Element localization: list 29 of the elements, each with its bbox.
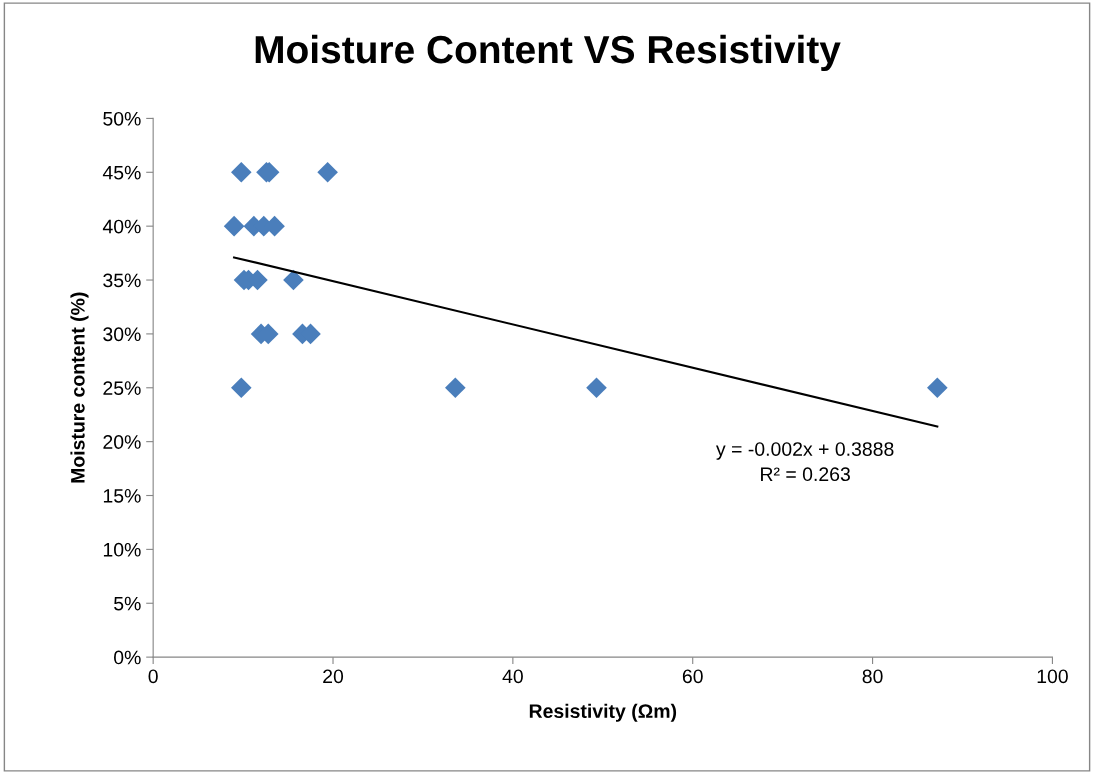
x-tick-label: 40	[502, 669, 523, 684]
y-tick-label: 30%	[103, 327, 141, 342]
y-tick-label: 15%	[103, 489, 141, 503]
y-tick-label: 5%	[114, 596, 141, 611]
point	[230, 161, 252, 183]
y-tick-label: 25%	[103, 381, 141, 396]
point	[317, 161, 338, 183]
x-tick-label: 60	[682, 669, 703, 684]
x-tick-label: 80	[862, 669, 883, 684]
y-tick-label: 50%	[103, 111, 141, 126]
y-tick-label: 20%	[103, 435, 141, 449]
point	[283, 269, 304, 291]
chart-title: Moisture Content VS Resistivity	[255, 34, 841, 72]
point	[223, 215, 245, 237]
annotation: y = -0.002x + 0.3888 R² = 0.263	[716, 442, 894, 482]
y-tick-label: 10%	[103, 542, 141, 557]
point	[586, 377, 607, 399]
y-tick-label: 45%	[102, 165, 141, 180]
y-tick-label: 35%	[103, 273, 141, 288]
point	[927, 377, 948, 399]
x-tick-label: 0	[148, 669, 158, 684]
point	[445, 377, 466, 399]
x-tick-label: 100	[1037, 669, 1068, 684]
y-tick-label: 40%	[102, 219, 141, 234]
point	[230, 377, 252, 399]
y-axis-title: Moisture content (%)	[70, 292, 89, 483]
y-tick-label: 0%	[114, 650, 141, 665]
x-axis-title: Resistivity (Ωm)	[529, 703, 677, 722]
x-tick-label: 20	[323, 669, 344, 684]
